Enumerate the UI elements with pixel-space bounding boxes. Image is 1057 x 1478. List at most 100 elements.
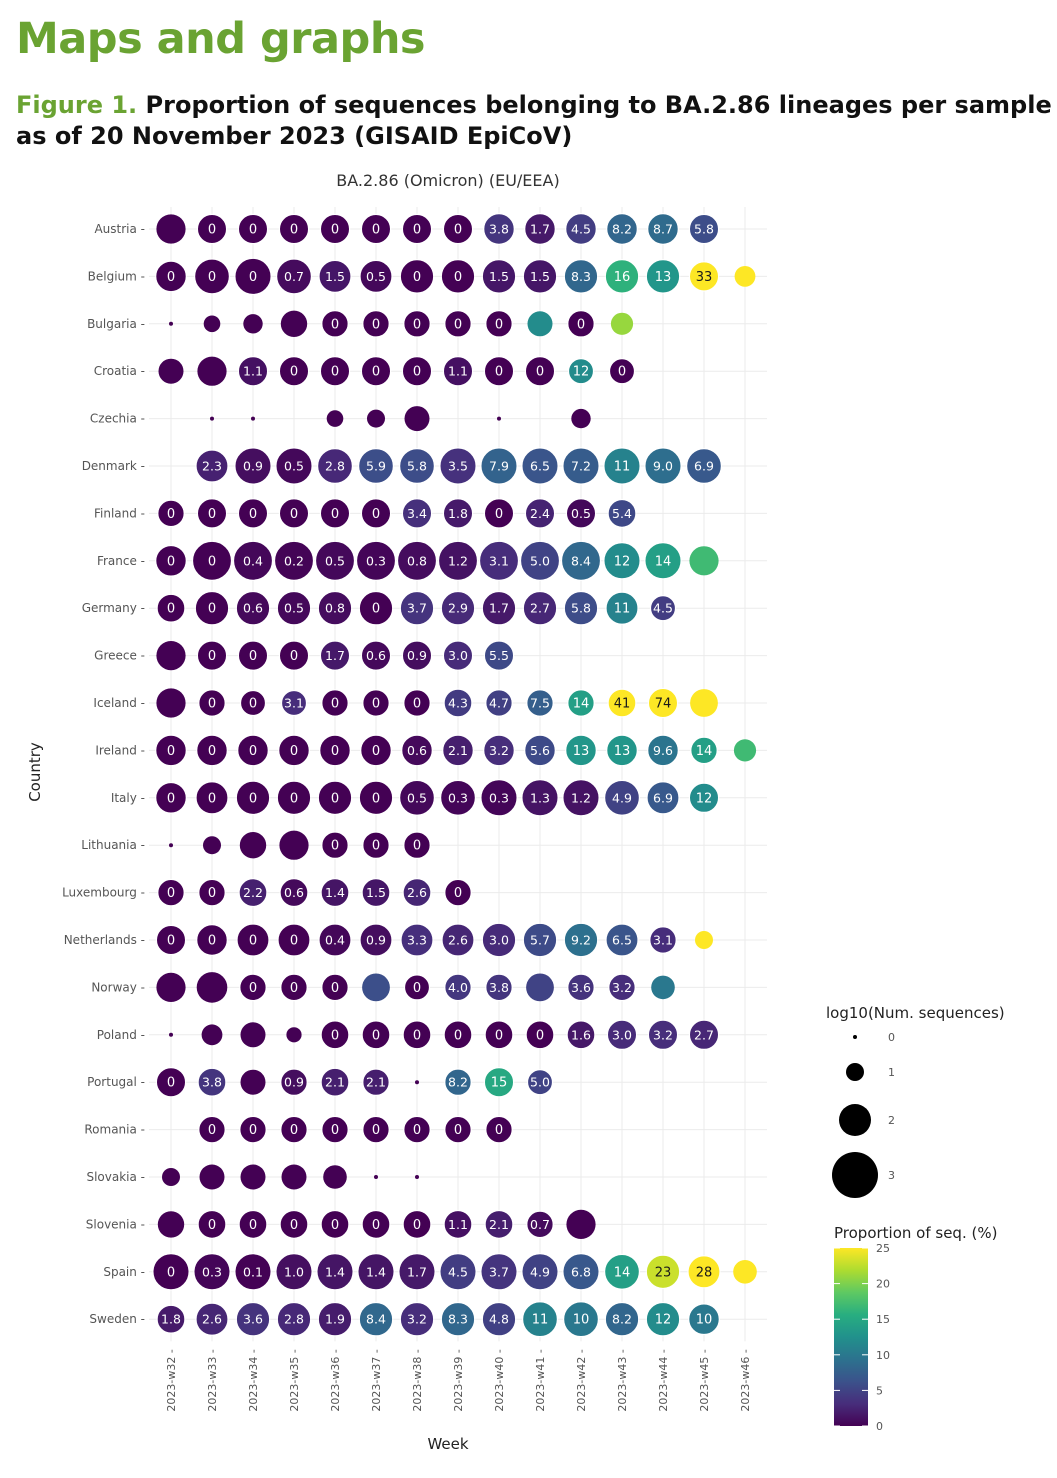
bubble (359, 923, 393, 957)
bubble (155, 1067, 187, 1098)
bubble (319, 640, 351, 671)
bubble (162, 1168, 180, 1186)
bubble-label: 6.8 (571, 1264, 591, 1279)
bubble (280, 973, 308, 1002)
bubble (695, 931, 713, 949)
bubble-label: 0 (454, 223, 462, 238)
bubble-label: 3.8 (202, 1075, 222, 1090)
bubble (483, 355, 515, 387)
y-tick-label: Croatia - (94, 364, 145, 378)
bubble (280, 1068, 308, 1096)
bubble (360, 640, 392, 671)
bubble-label: 0.8 (407, 553, 427, 568)
bubble (243, 314, 263, 334)
bubble-label: 0 (372, 1218, 380, 1233)
bubble (645, 259, 681, 294)
bubble-label: 0 (413, 697, 421, 712)
bubble-label: 12 (696, 791, 713, 806)
bubble-label: 1.7 (407, 1264, 427, 1279)
bubble (251, 416, 255, 421)
y-tick-label: Lithuania - (81, 838, 145, 852)
size-legend-label: 3 (888, 1169, 895, 1182)
bubble (567, 973, 595, 1002)
bubble (319, 213, 351, 245)
bubble-label: 0.9 (284, 1075, 304, 1090)
bubble (280, 1115, 308, 1144)
bubble (399, 448, 436, 485)
y-tick-label: Luxembourg - (62, 886, 145, 900)
bubble (734, 266, 756, 287)
bubble-label: 0 (249, 791, 257, 806)
bubble-label: 0 (372, 317, 380, 332)
bubble-label: 0 (208, 744, 216, 759)
bubble-label: 2.6 (202, 1312, 222, 1327)
bubble (318, 923, 352, 957)
bubble (234, 257, 272, 296)
bubble (326, 410, 344, 427)
bubble-label: 2.6 (407, 885, 427, 900)
bubble (402, 1209, 432, 1239)
bubble-label: 0 (495, 317, 503, 332)
bubble-label: 6.9 (694, 459, 714, 474)
bubble-label: 0 (167, 270, 175, 285)
bubble-label: 4.5 (653, 601, 673, 616)
y-tick-label: Belgium - (88, 269, 145, 283)
bubble (478, 540, 520, 581)
bubble (362, 831, 390, 859)
bubble-label: 2.1 (366, 1075, 386, 1090)
bubble (566, 1020, 596, 1050)
bubble (196, 972, 228, 1003)
bubble-label: 1.7 (530, 222, 550, 237)
bubble (278, 640, 310, 671)
bubble-label: 10 (696, 1313, 713, 1328)
bubble (441, 923, 475, 957)
bubble (156, 688, 186, 718)
bubble (169, 321, 173, 326)
bubble-label: 14 (614, 1265, 631, 1280)
figure-caption-text: Proportion of sequences belonging to BA.… (16, 91, 1052, 150)
bubble (320, 1020, 350, 1050)
figure-caption: Figure 1. Proportion of sequences belong… (16, 90, 1056, 152)
bubble (195, 781, 229, 815)
bubble-label: 0 (167, 791, 175, 806)
bubble-label: 0.7 (530, 1217, 550, 1232)
bubble (519, 540, 561, 581)
bubble-label: 0 (536, 1028, 544, 1043)
bubble (444, 1115, 472, 1144)
bubble (360, 213, 392, 245)
bubble-label: 0.8 (325, 601, 345, 616)
color-legend-title: Proportion of seq. (%) (834, 1224, 997, 1242)
size-legend-swatch (846, 1063, 864, 1081)
x-tick-label: 2023-w32 - (165, 1349, 178, 1411)
bubble-label: 9.6 (653, 743, 673, 758)
x-tick-label: 2023-w40 - (493, 1349, 506, 1411)
bubble (483, 734, 515, 767)
bubble (644, 542, 682, 580)
bubble (195, 449, 229, 483)
bubble-label: 3.7 (407, 601, 427, 616)
bubble (606, 734, 638, 767)
bubble (483, 1067, 515, 1098)
bubble (440, 259, 476, 294)
x-tick-label: 2023-w44 - (657, 1349, 670, 1411)
bubble (317, 590, 353, 626)
bubble-label: 3.1 (284, 696, 304, 711)
bubble (645, 1301, 681, 1337)
bubble (317, 448, 354, 485)
bubble-label: 3.3 (407, 933, 427, 948)
bubble (526, 689, 554, 717)
section-heading: Maps and graphs (16, 14, 426, 64)
bubble-label: 3.0 (448, 648, 468, 663)
x-tick-label: 2023-w38 - (411, 1349, 424, 1411)
bubble-label: 11 (614, 602, 631, 617)
bubble (401, 734, 433, 767)
bubble-label: 2.4 (530, 506, 550, 521)
bubble-label: 12 (614, 554, 631, 569)
bubble (239, 689, 267, 717)
bubble-label: 0 (249, 934, 257, 949)
bubble-label: 0.6 (284, 885, 304, 900)
bubble (610, 312, 634, 335)
bubble (526, 973, 554, 1002)
bubble (607, 498, 637, 528)
bubble (604, 259, 640, 294)
